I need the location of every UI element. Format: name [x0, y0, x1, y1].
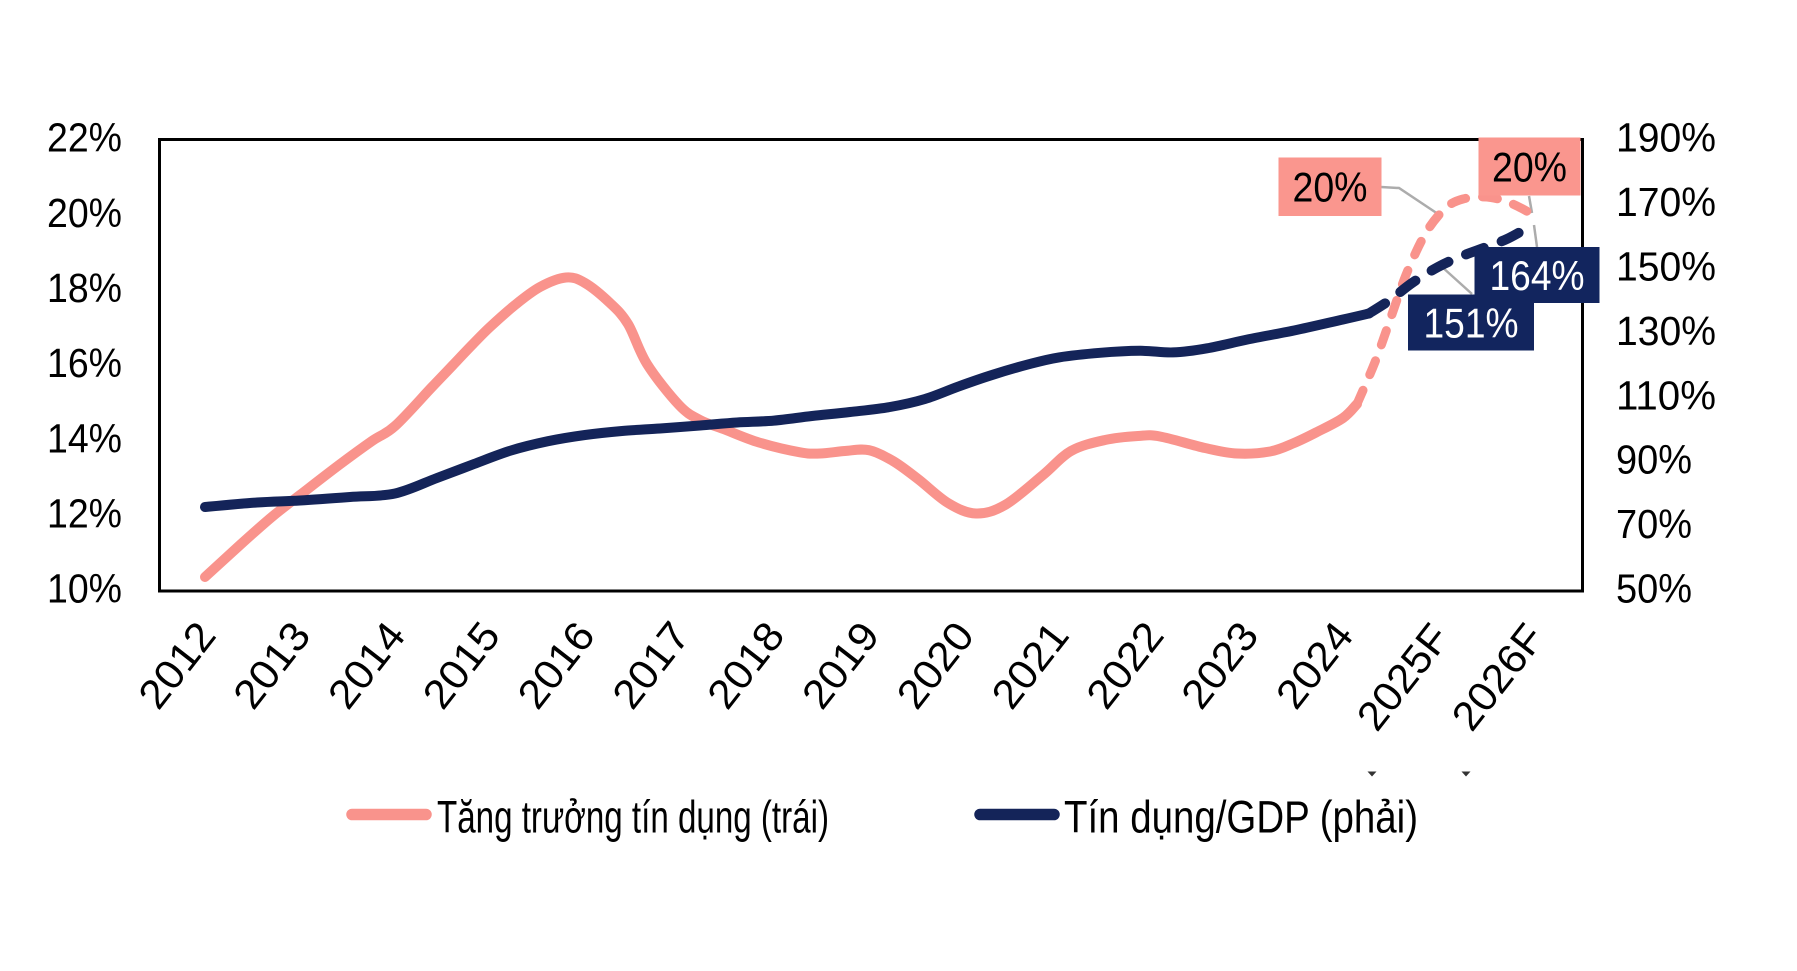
svg-text:Tín dụng/GDP (phải): Tín dụng/GDP (phải)	[1064, 792, 1418, 843]
svg-text:150%: 150%	[1616, 244, 1716, 290]
svg-text:12%: 12%	[47, 490, 122, 536]
svg-text:170%: 170%	[1616, 179, 1716, 225]
svg-text:90%: 90%	[1616, 437, 1692, 483]
svg-text:130%: 130%	[1616, 308, 1716, 354]
svg-text:50%: 50%	[1616, 566, 1692, 612]
svg-text:18%: 18%	[47, 265, 122, 311]
svg-text:16%: 16%	[47, 340, 122, 386]
svg-text:70%: 70%	[1616, 501, 1692, 547]
svg-text:110%: 110%	[1616, 372, 1716, 418]
svg-text:22%: 22%	[47, 115, 122, 161]
svg-text:151%: 151%	[1424, 300, 1519, 347]
svg-text:10%: 10%	[47, 566, 122, 612]
svg-text:20%: 20%	[47, 190, 122, 236]
svg-text:20%: 20%	[1492, 144, 1567, 191]
svg-text:190%: 190%	[1616, 115, 1716, 161]
svg-text:Tăng trưởng tín dụng (trái): Tăng trưởng tín dụng (trái)	[437, 792, 829, 843]
svg-text:164%: 164%	[1490, 252, 1585, 299]
svg-text:20%: 20%	[1293, 164, 1368, 211]
svg-text:14%: 14%	[47, 415, 122, 461]
